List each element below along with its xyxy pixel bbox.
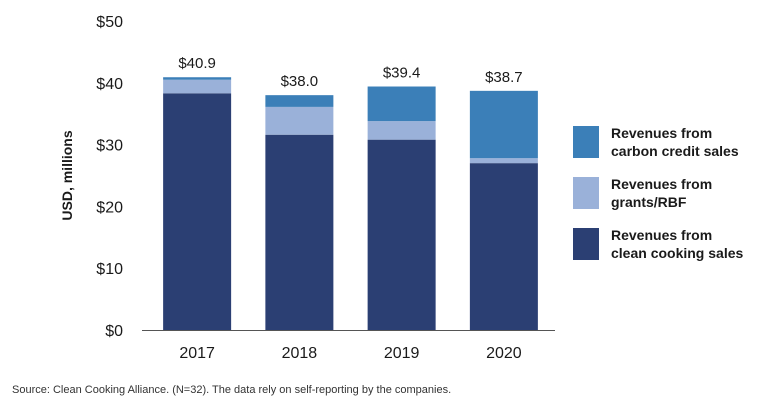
y-tick-label: $0: [105, 323, 123, 340]
bar-total-label: $39.4: [383, 65, 421, 82]
x-tick-label: 2018: [282, 345, 318, 362]
x-tick-label: 2017: [179, 345, 215, 362]
bar-segment-2019-2: [367, 86, 436, 122]
bar-segment-2017-0: [163, 93, 232, 330]
y-axis-label: USD, millions: [59, 130, 75, 220]
legend-swatch-grants: [573, 177, 599, 209]
source-note: Source: Clean Cooking Alliance. (N=32). …: [12, 384, 452, 396]
legend-swatch-carbon-credit: [573, 126, 599, 158]
bar-segment-2020-2: [469, 90, 538, 159]
legend-item-clean-cooking: Revenues from clean cooking sales: [573, 226, 763, 264]
bar-segment-2020-1: [469, 158, 538, 164]
y-tick-label: $40: [96, 76, 123, 93]
bar-total-label: $38.7: [485, 69, 523, 86]
y-tick-label: $10: [96, 261, 123, 278]
legend-swatch-clean-cooking: [573, 228, 599, 260]
y-tick-label: $50: [96, 14, 123, 31]
bar-segment-2018-1: [265, 106, 334, 135]
bar-segment-2017-2: [163, 77, 232, 80]
legend-item-carbon-credit: Revenues from carbon credit sales: [573, 124, 763, 162]
bar-total-label: $40.9: [178, 55, 216, 72]
x-tick-label: 2019: [384, 345, 420, 362]
bar-segment-2020-0: [469, 163, 538, 330]
bar-segment-2017-1: [163, 79, 232, 94]
legend-label-clean-cooking: Revenues from clean cooking sales: [611, 227, 744, 261]
legend: Revenues from carbon credit sales Revenu…: [573, 124, 763, 277]
bar-segment-2019-0: [367, 139, 436, 330]
legend-item-grants: Revenues from grants/RBF: [573, 175, 763, 213]
revenue-bar-chart: USD, millions $0 $10 $20 $30 $40 $50 2017 2018…: [59, 14, 555, 362]
bar-segment-2018-2: [265, 95, 334, 107]
bar-segment-2019-1: [367, 121, 436, 140]
legend-label-grants: Revenues from grants/RBF: [611, 176, 713, 210]
bar-total-label: $38.0: [281, 73, 319, 90]
legend-label-carbon-credit: Revenues from carbon credit sales: [611, 125, 739, 159]
bar-segment-2018-0: [265, 134, 334, 330]
x-tick-label: 2020: [486, 345, 522, 362]
y-tick-label: $20: [96, 199, 123, 216]
y-tick-label: $30: [96, 138, 123, 155]
